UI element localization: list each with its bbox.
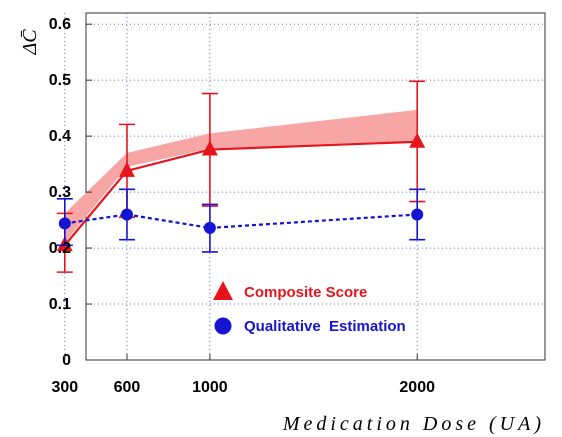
legend: Composite Score Qualitative Estimation xyxy=(213,281,406,335)
y-tick-label: 0.4 xyxy=(49,128,71,145)
legend-marker-circle xyxy=(214,317,232,335)
confidence-band-0 xyxy=(64,109,418,243)
y-tick-label: 0.3 xyxy=(49,184,71,201)
y-tick-label: 0.6 xyxy=(49,16,71,33)
legend-label: Composite Score xyxy=(244,284,367,301)
plot-frame xyxy=(85,12,546,361)
data-point-circle xyxy=(120,208,133,221)
x-tick-label: 2000 xyxy=(399,379,435,396)
x-tick-label: 300 xyxy=(51,379,78,396)
confidence-band-layer xyxy=(64,109,418,243)
y-tick-label: 0.2 xyxy=(49,240,71,257)
x-axis-label: Medication Dose (UA) xyxy=(282,413,545,435)
data-point-triangle xyxy=(118,161,135,177)
data-point-circle xyxy=(411,208,424,221)
series-line-0 xyxy=(63,140,418,246)
y-axis-ticks: 0 0.1 0.2 0.3 0.4 0.5 0.6 xyxy=(49,16,92,369)
data-point-circle xyxy=(58,217,71,230)
series-layer xyxy=(56,80,426,273)
y-axis-label: ΔC̄ xyxy=(19,29,41,56)
grid xyxy=(64,13,545,360)
y-tick-label: 0.5 xyxy=(49,72,71,89)
y-tick-label: 0.1 xyxy=(49,296,71,313)
legend-label: Qualitative Estimation xyxy=(244,318,406,335)
series-line-1 xyxy=(64,213,418,230)
data-point-triangle xyxy=(201,140,218,156)
data-point-circle xyxy=(203,221,216,234)
legend-marker-triangle xyxy=(213,281,233,300)
x-tick-label: 1000 xyxy=(192,379,228,396)
x-axis-ticks: 300 600 1000 2000 xyxy=(51,354,435,396)
y-tick-label: 0 xyxy=(62,352,71,369)
x-tick-label: 600 xyxy=(114,379,141,396)
data-point-triangle xyxy=(409,132,426,148)
